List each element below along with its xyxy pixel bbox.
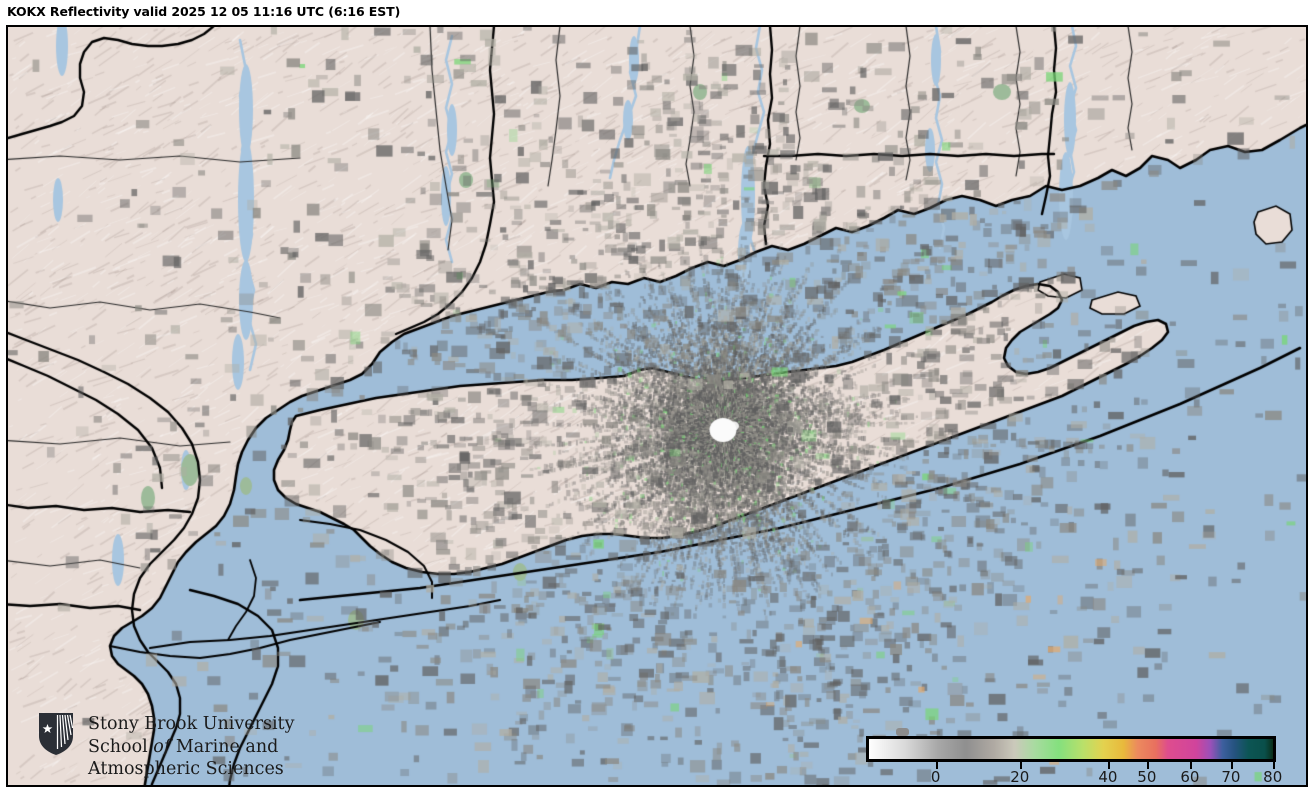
shield-icon	[39, 713, 74, 755]
colorbar-tick-0	[935, 762, 938, 769]
colorbar-label-80: 80	[1263, 768, 1283, 786]
colorbar-label-70: 70	[1221, 768, 1241, 786]
radar-map-canvas[interactable]	[8, 27, 1306, 785]
title-bar: KOKX Reflectivity valid 2025 12 05 11:16…	[0, 0, 1316, 25]
colorbar-labels: 0 20 40 50 60 70 80	[866, 768, 1282, 790]
colorbar-label-50: 50	[1137, 768, 1157, 786]
reflectivity-colorbar: 0 20 40 50 60 70 80	[866, 728, 1286, 790]
logo-line-2-b: Marine and	[170, 736, 279, 757]
colorbar-gradient	[869, 739, 1273, 759]
logo-line-2: School of Marine and	[88, 736, 338, 759]
colorbar-label-0: 0	[930, 768, 941, 786]
logo-line-2-italic: of	[153, 736, 171, 757]
colorbar-tick-60	[1189, 762, 1192, 769]
colorbar-tick-40	[1107, 762, 1110, 769]
colorbar-tick-20	[1019, 762, 1022, 769]
colorbar-label-20: 20	[1010, 768, 1030, 786]
colorbar-tick-50	[1146, 762, 1149, 769]
colorbar-box[interactable]	[866, 736, 1276, 762]
colorbar-tick-70	[1230, 762, 1233, 769]
colorbar-label-60: 60	[1180, 768, 1200, 786]
logo-line-3: Atmospheric Sciences	[88, 759, 284, 779]
page-title: KOKX Reflectivity valid 2025 12 05 11:16…	[7, 4, 401, 19]
stony-brook-logo: Stony Brook University School of Marine …	[38, 712, 308, 784]
logo-line-2-a: School	[88, 736, 154, 757]
colorbar-label-40: 40	[1098, 768, 1118, 786]
logo-line-1: Stony Brook University	[88, 714, 295, 734]
map-frame[interactable]	[6, 25, 1308, 787]
logo-text: Stony Brook University School of Marine …	[88, 713, 338, 781]
colorbar-ticks	[866, 762, 1276, 769]
colorbar-tick-80	[1272, 762, 1275, 769]
colorbar-over-marker	[896, 728, 909, 736]
